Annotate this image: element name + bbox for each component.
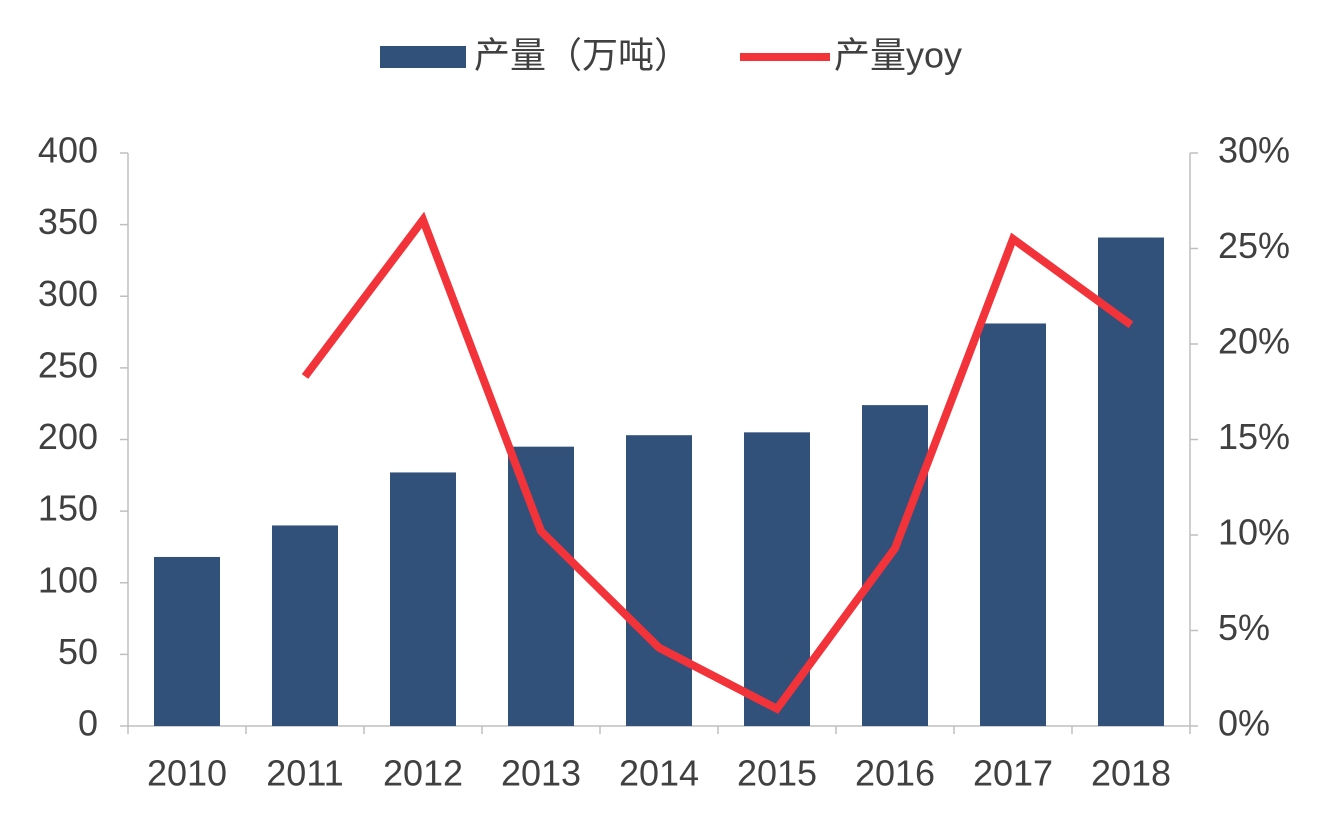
bar — [1098, 237, 1164, 726]
x-tick-label: 2012 — [383, 753, 463, 794]
bar — [390, 472, 456, 726]
x-tick-label: 2014 — [619, 753, 699, 794]
x-tick-label: 2010 — [147, 753, 227, 794]
y-tick-label: 200 — [38, 416, 98, 457]
x-tick-label: 2017 — [973, 753, 1053, 794]
y-tick-label: 400 — [38, 130, 98, 171]
x-tick-label: 2018 — [1091, 753, 1171, 794]
y2-tick-label: 5% — [1218, 607, 1270, 648]
y-tick-label: 350 — [38, 201, 98, 242]
bar — [508, 446, 574, 726]
y-tick-label: 150 — [38, 488, 98, 529]
x-tick-label: 2011 — [266, 753, 343, 794]
legend-label: 产量yoy — [834, 35, 962, 76]
y-tick-label: 100 — [38, 559, 98, 600]
y2-tick-label: 10% — [1218, 512, 1290, 553]
legend-label: 产量（万吨） — [474, 35, 690, 76]
y2-tick-label: 30% — [1218, 130, 1290, 171]
bar — [272, 525, 338, 726]
line — [301, 211, 1134, 714]
y-tick-label: 300 — [38, 273, 98, 314]
bar — [980, 323, 1046, 726]
bar — [154, 556, 220, 726]
y-tick-label: 250 — [38, 344, 98, 385]
bar — [626, 435, 692, 726]
x-tick-label: 2015 — [737, 753, 817, 794]
y2-tick-label: 0% — [1218, 703, 1270, 744]
y2-tick-label: 25% — [1218, 225, 1290, 266]
x-tick-label: 2013 — [501, 753, 581, 794]
legend-swatch — [380, 46, 466, 68]
y2-tick-label: 20% — [1218, 321, 1290, 362]
y-tick-label: 50 — [58, 631, 98, 672]
y2-tick-label: 15% — [1218, 416, 1290, 457]
y-tick-label: 0 — [78, 703, 98, 744]
x-tick-label: 2016 — [855, 753, 935, 794]
bar — [862, 405, 928, 726]
